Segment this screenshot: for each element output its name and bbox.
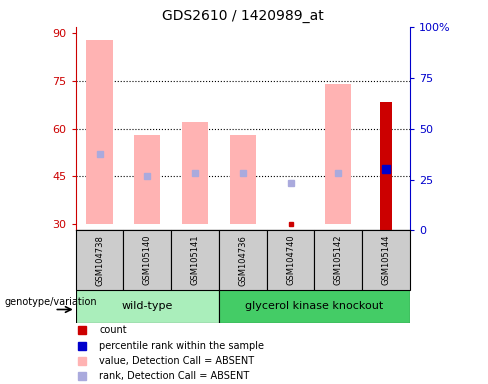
- Text: count: count: [99, 325, 127, 335]
- Text: wild-type: wild-type: [122, 301, 173, 311]
- Bar: [76, 230, 123, 290]
- Bar: [314, 230, 362, 290]
- Text: GSM104738: GSM104738: [95, 235, 104, 286]
- Text: GSM105141: GSM105141: [190, 235, 200, 285]
- Bar: [325, 84, 351, 224]
- Bar: [266, 230, 314, 290]
- Bar: [134, 135, 161, 224]
- Text: GSM105144: GSM105144: [382, 235, 390, 285]
- Text: genotype/variation: genotype/variation: [5, 297, 98, 308]
- Text: glycerol kinase knockout: glycerol kinase knockout: [245, 301, 384, 311]
- Bar: [86, 40, 113, 224]
- Bar: [123, 230, 171, 290]
- Bar: [219, 290, 410, 323]
- Bar: [171, 230, 219, 290]
- Text: GSM105140: GSM105140: [143, 235, 152, 285]
- Text: value, Detection Call = ABSENT: value, Detection Call = ABSENT: [99, 356, 254, 366]
- Text: percentile rank within the sample: percentile rank within the sample: [99, 341, 264, 351]
- Title: GDS2610 / 1420989_at: GDS2610 / 1420989_at: [162, 9, 324, 23]
- Bar: [380, 102, 392, 230]
- Text: GSM104740: GSM104740: [286, 235, 295, 285]
- Bar: [76, 290, 219, 323]
- Bar: [182, 122, 208, 224]
- Text: rank, Detection Call = ABSENT: rank, Detection Call = ABSENT: [99, 371, 249, 381]
- Bar: [219, 230, 266, 290]
- Text: GSM105142: GSM105142: [334, 235, 343, 285]
- Bar: [362, 230, 410, 290]
- Text: GSM104736: GSM104736: [238, 235, 247, 286]
- Bar: [230, 135, 256, 224]
